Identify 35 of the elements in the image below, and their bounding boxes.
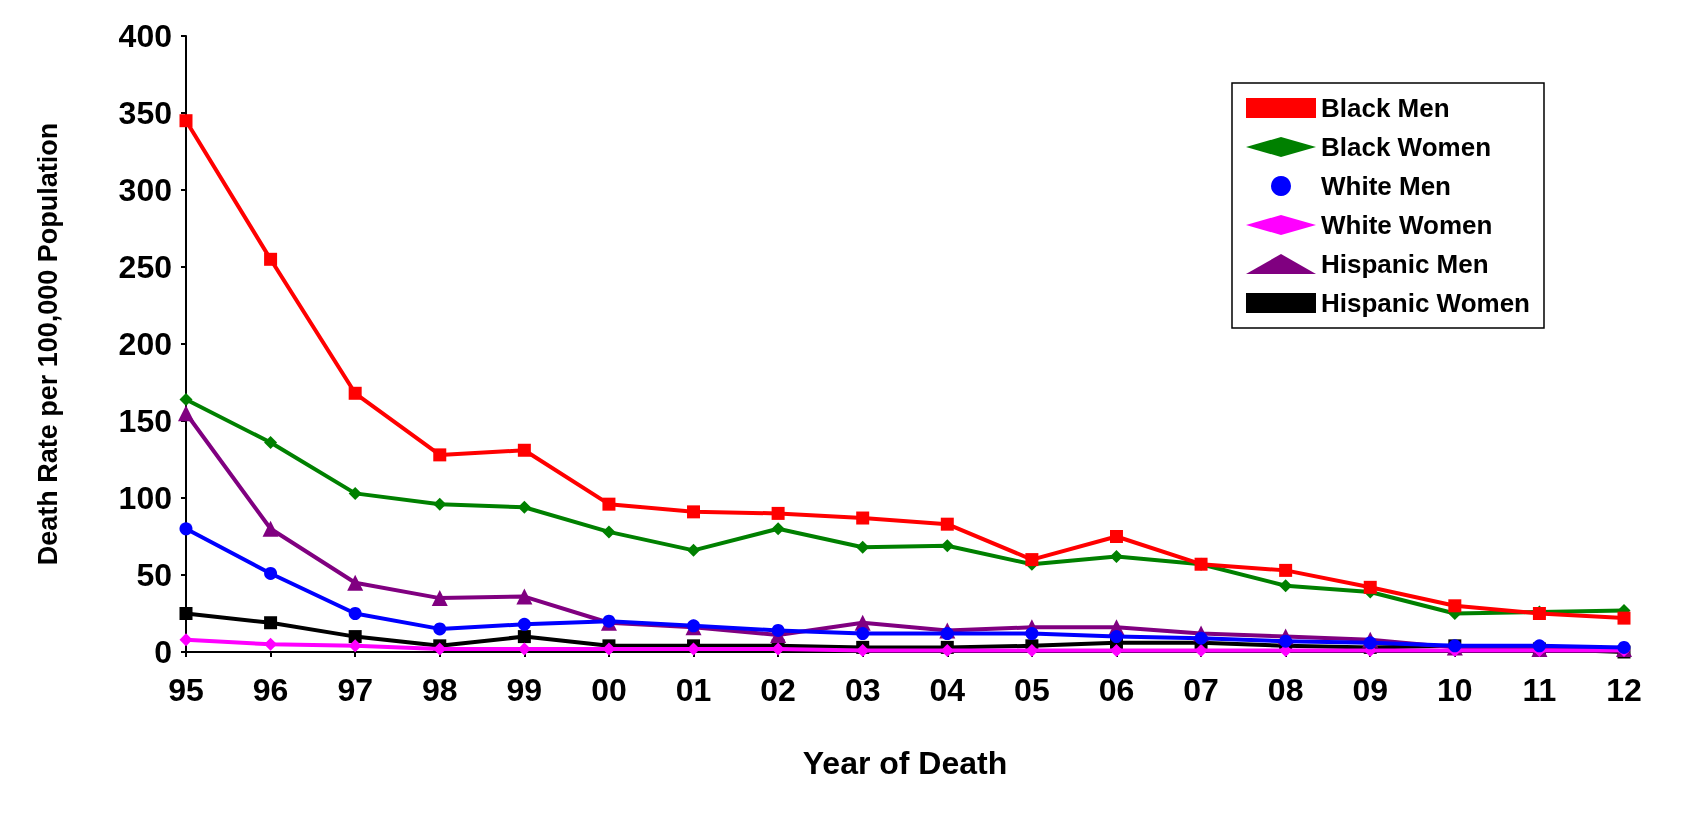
x-tick-label: 03: [844, 672, 881, 708]
x-tick-label: 97: [337, 672, 373, 708]
legend-label: Hispanic Men: [1321, 249, 1489, 279]
y-tick-label: 150: [118, 403, 172, 439]
legend-label: White Women: [1321, 210, 1493, 240]
legend-label: White Men: [1321, 171, 1451, 201]
y-tick-label: 400: [118, 18, 172, 54]
x-tick-label: 09: [1352, 672, 1389, 708]
x-tick-label: 96: [252, 672, 289, 708]
x-tick-label: 12: [1606, 672, 1642, 708]
x-tick-label: 11: [1522, 672, 1557, 708]
y-tick-label: 250: [118, 249, 172, 285]
legend-label: Black Men: [1321, 93, 1450, 123]
x-tick-label: 07: [1183, 672, 1219, 708]
y-tick-label: 50: [136, 557, 172, 593]
y-axis-title: Death Rate per 100,000 Population: [32, 122, 63, 566]
x-tick-label: 05: [1014, 672, 1050, 708]
x-tick-label: 95: [168, 672, 204, 708]
x-tick-label: 04: [929, 672, 966, 708]
legend-label: Black Women: [1321, 132, 1492, 162]
x-tick-label: 02: [760, 672, 796, 708]
x-axis-title: Year of Death: [802, 745, 1008, 781]
legend-label: Hispanic Women: [1321, 288, 1531, 318]
x-tick-label: 98: [421, 672, 458, 708]
x-tick-label: 08: [1267, 672, 1304, 708]
x-tick-label: 06: [1098, 672, 1135, 708]
y-tick-label: 350: [118, 95, 172, 131]
x-tick-label: 01: [675, 672, 712, 708]
y-tick-label: 100: [118, 480, 172, 516]
x-tick-label: 00: [591, 672, 627, 708]
y-tick-label: 300: [118, 172, 172, 208]
y-tick-label: 200: [118, 326, 172, 362]
y-tick-label: 0: [154, 634, 172, 670]
x-tick-label: 99: [506, 672, 543, 708]
x-tick-label: 10: [1437, 672, 1473, 708]
